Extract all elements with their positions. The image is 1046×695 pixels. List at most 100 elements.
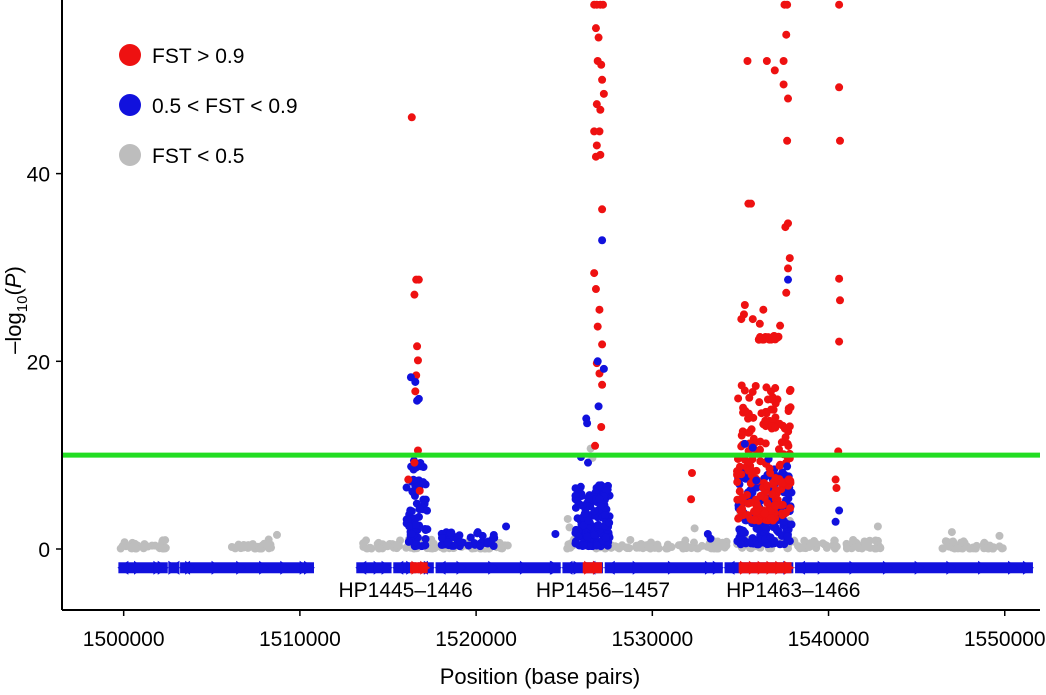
data-point-mid-fst: [446, 529, 455, 538]
data-point-low-fst: [272, 530, 281, 539]
data-point-mid-fst: [780, 517, 789, 526]
data-point-low-fst: [995, 531, 1004, 540]
gene-arrow: [185, 560, 196, 575]
x-tick-label: 1520000: [435, 628, 517, 651]
data-point-low-fst: [854, 544, 863, 553]
data-point-high-fst: [415, 486, 424, 495]
data-point-high-fst: [599, 89, 608, 98]
gene-highlight-arrow: [740, 560, 751, 575]
data-point-high-fst: [733, 469, 742, 478]
data-point-high-fst: [771, 474, 780, 483]
gene-arrow: [211, 560, 222, 575]
data-point-mid-fst: [740, 439, 749, 448]
legend-label: 0.5 < FST < 0.9: [152, 95, 298, 118]
gene-arrow-left: [355, 560, 367, 575]
data-point-high-fst: [784, 441, 793, 450]
data-point-high-fst: [776, 460, 785, 469]
data-point-low-fst: [623, 543, 632, 552]
data-point-mid-fst: [736, 540, 745, 549]
y-axis-title-close: ): [1, 266, 26, 273]
gene-arrow: [280, 560, 291, 575]
data-point-mid-fst: [476, 542, 485, 551]
data-point-low-fst: [704, 542, 713, 551]
gene-arrow: [882, 560, 893, 575]
gene-highlight-arrow: [757, 560, 768, 575]
gene-segment: [180, 562, 314, 574]
data-point-mid-fst: [590, 507, 599, 516]
data-point-low-fst: [266, 540, 275, 549]
data-point-mid-fst: [419, 478, 428, 487]
gene-highlight-arrow: [766, 560, 777, 575]
data-point-low-fst: [143, 542, 152, 551]
data-point-low-fst: [818, 539, 827, 548]
data-point-high-fst: [771, 384, 780, 393]
data-point-high-fst: [784, 264, 793, 273]
data-point-high-fst: [404, 475, 413, 484]
gene-arrow: [978, 560, 989, 575]
data-point-high-fst: [591, 24, 600, 33]
data-point-high-fst: [592, 141, 601, 150]
legend-marker: [119, 94, 141, 116]
data-point-low-fst: [161, 543, 170, 552]
data-point-high-fst: [407, 113, 416, 122]
data-point-mid-fst: [437, 533, 446, 542]
data-point-mid-fst: [443, 538, 452, 547]
data-point-high-fst: [769, 405, 778, 414]
data-point-mid-fst: [421, 534, 430, 543]
data-point-mid-fst: [752, 483, 761, 492]
gene-arrow: [236, 560, 247, 575]
data-point-mid-fst: [752, 524, 761, 533]
data-point-mid-fst: [596, 501, 605, 510]
data-point-low-fst: [719, 541, 728, 550]
data-point-mid-fst: [571, 484, 580, 493]
data-point-high-fst: [752, 466, 761, 475]
data-point-mid-fst: [579, 521, 588, 530]
data-point-high-fst: [597, 423, 606, 431]
gene-label: HP1456–1457: [536, 579, 670, 602]
gene-highlight-arrow: [775, 560, 786, 575]
data-point-high-fst: [756, 491, 765, 500]
data-point-high-fst: [754, 335, 763, 344]
data-point-mid-fst: [411, 377, 420, 386]
data-point-low-fst: [805, 542, 814, 551]
data-point-low-fst: [949, 537, 958, 546]
data-point-mid-fst: [783, 532, 792, 541]
data-point-high-fst: [598, 75, 607, 84]
data-point-low-fst: [565, 523, 574, 532]
data-point-mid-fst: [455, 531, 464, 540]
data-point-high-fst: [597, 60, 606, 69]
data-point-low-fst: [635, 543, 644, 552]
data-point-mid-fst: [419, 495, 428, 504]
gene-highlight-arrow: [411, 560, 422, 575]
data-point-high-fst: [762, 383, 771, 392]
x-tick-label: 1540000: [788, 628, 870, 651]
data-point-mid-fst: [584, 516, 593, 525]
data-point-high-fst: [748, 315, 757, 324]
data-point-low-fst: [860, 537, 869, 546]
data-point-high-fst: [786, 385, 795, 394]
data-point-mid-fst: [449, 541, 458, 550]
data-point-high-fst: [783, 136, 792, 145]
data-point-low-fst: [131, 539, 140, 548]
data-point-high-fst: [598, 205, 607, 214]
gene-arrow-right: [1022, 560, 1034, 575]
data-point-high-fst: [744, 466, 753, 475]
data-point-mid-fst: [412, 521, 421, 530]
data-point-high-fst: [835, 136, 844, 145]
gene-arrow: [519, 560, 530, 575]
legend-label: FST > 0.9: [152, 45, 244, 68]
data-point-high-fst: [594, 33, 603, 42]
data-point-high-fst: [413, 342, 422, 351]
data-point-high-fst: [413, 356, 422, 365]
data-point-low-fst: [712, 541, 721, 550]
data-point-high-fst: [740, 386, 749, 395]
data-point-low-fst: [563, 514, 572, 523]
data-point-low-fst: [941, 537, 950, 546]
axes: 1500000 1510000 1520000 1530000 1540000 15500…: [27, 0, 1046, 651]
data-point-low-fst: [429, 539, 438, 548]
data-point-mid-fst: [835, 506, 844, 515]
data-point-mid-fst: [739, 528, 748, 537]
data-point-mid-fst: [594, 402, 603, 411]
data-point-mid-fst: [601, 511, 610, 520]
gene-highlight-arrow: [748, 560, 759, 575]
